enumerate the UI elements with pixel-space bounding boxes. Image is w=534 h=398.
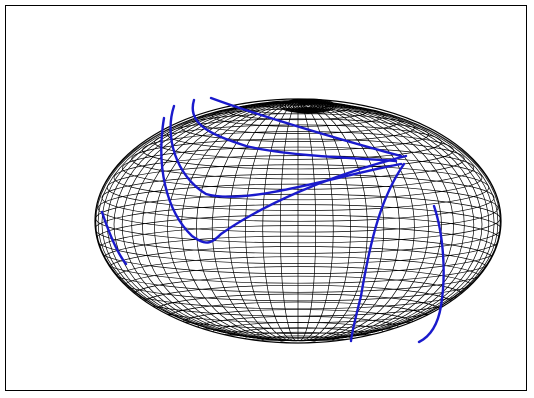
pole-cap-ring [287,100,329,112]
geodesic-curve [169,104,403,198]
mesh-meridian [279,101,299,342]
mesh-meridian [211,101,299,342]
mesh-meridian [297,101,334,342]
mesh-meridian [297,101,429,342]
mesh-meridian [297,101,475,341]
mesh-meridian [297,101,415,342]
pole-cap-ring [302,103,314,109]
mesh-meridian [131,101,299,341]
geodesic-curve [160,116,408,244]
north-pole-cap [279,98,337,114]
geodesic-curve [191,98,398,163]
pole-cap-ring [292,101,324,111]
geodesic-curve [349,162,406,343]
mesh-meridian [113,101,299,341]
mesh-meridian [142,101,299,341]
mesh-meridian [181,101,299,342]
ellipsoid-figure [6,6,526,390]
mesh-meridian [297,101,385,342]
mesh-meridian [121,101,299,341]
pole-cap-ring [279,98,337,114]
mesh-meridian [167,101,299,342]
mesh-meridian [297,101,400,342]
geodesic-curves [100,96,445,344]
pole-cap-ring [284,99,332,113]
mesh-meridian [297,101,442,341]
mesh-meridian [297,101,454,341]
pole-cap-ring [297,102,319,110]
mesh-meridian [297,101,351,342]
ellipsoid-wireframe-mesh [95,100,501,343]
geodesic-curve [417,204,445,344]
mesh-meridian [297,101,483,341]
geodesic-curve [100,210,128,266]
figure-frame [5,5,527,391]
pole-cap-ring [300,103,316,109]
pole-cap-ring [282,99,334,113]
mesh-meridian [154,101,299,341]
mesh-meridian [101,101,299,341]
mesh-meridian [297,101,501,341]
mesh-meridian [297,101,317,342]
mesh-meridian [297,101,490,341]
geodesic-curve [209,96,403,158]
mesh-meridian [245,101,299,342]
mesh-meridian [297,101,465,341]
mesh-meridian [196,101,299,342]
pole-cap-ring [295,102,321,110]
mesh-meridian [297,101,368,342]
pole-cap-ring [289,100,327,112]
